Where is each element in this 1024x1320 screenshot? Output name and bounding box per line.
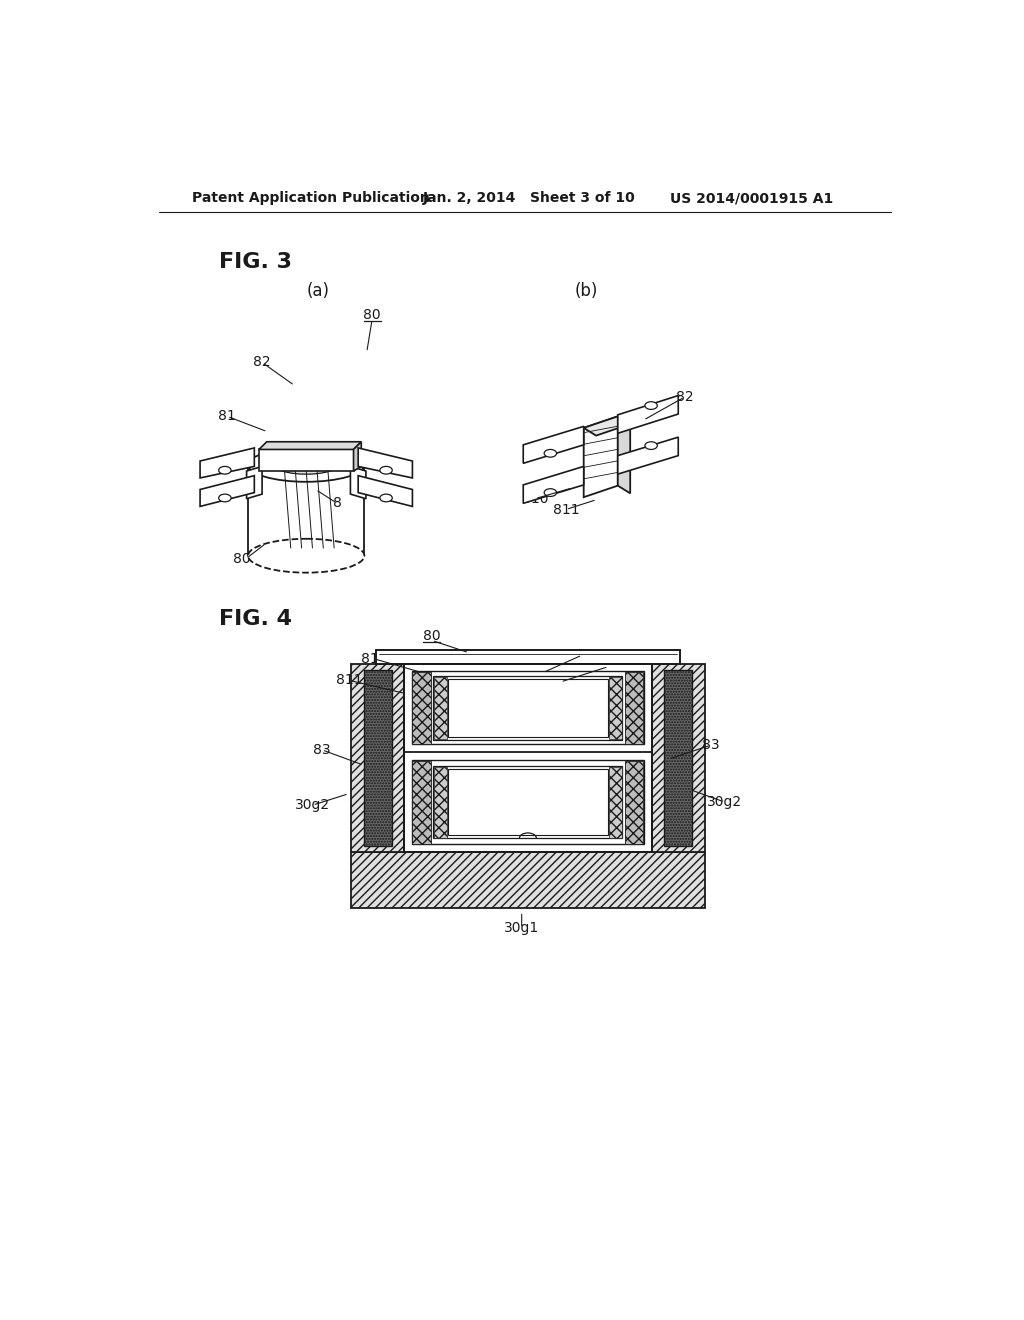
Polygon shape: [259, 442, 361, 449]
Ellipse shape: [645, 442, 657, 450]
Text: 810: 810: [361, 652, 388, 665]
Polygon shape: [617, 437, 678, 474]
Bar: [434, 767, 446, 838]
Polygon shape: [584, 416, 630, 436]
Bar: [412, 760, 644, 845]
Polygon shape: [523, 426, 584, 463]
Ellipse shape: [248, 539, 365, 573]
Text: 30g1: 30g1: [504, 921, 540, 936]
Polygon shape: [259, 449, 353, 471]
Bar: [609, 677, 622, 739]
Text: 82: 82: [253, 355, 271, 370]
Ellipse shape: [248, 447, 365, 482]
Polygon shape: [200, 475, 254, 507]
Polygon shape: [617, 396, 678, 433]
Bar: [403, 664, 652, 853]
Text: 83: 83: [313, 743, 331, 756]
Ellipse shape: [544, 449, 557, 457]
Bar: [413, 760, 431, 843]
Ellipse shape: [380, 466, 392, 474]
Polygon shape: [358, 475, 413, 507]
Text: FIG. 3: FIG. 3: [219, 252, 293, 272]
Text: 80: 80: [364, 308, 381, 322]
Polygon shape: [523, 466, 584, 503]
Text: 30g2: 30g2: [295, 799, 330, 812]
Text: 810: 810: [521, 492, 548, 506]
Bar: [625, 672, 643, 743]
Bar: [376, 649, 680, 664]
Bar: [412, 671, 644, 744]
Bar: [449, 678, 607, 737]
Text: 81: 81: [218, 409, 237, 424]
Text: 30g2: 30g2: [708, 795, 742, 809]
Bar: [433, 766, 623, 838]
Polygon shape: [247, 466, 262, 499]
Ellipse shape: [219, 494, 231, 502]
Bar: [434, 677, 446, 739]
Bar: [625, 760, 643, 843]
Text: (b): (b): [575, 282, 598, 300]
Text: Jan. 2, 2014   Sheet 3 of 10: Jan. 2, 2014 Sheet 3 of 10: [423, 191, 635, 206]
Ellipse shape: [645, 401, 657, 409]
Text: (a): (a): [306, 282, 330, 300]
Text: 811: 811: [553, 503, 580, 516]
Polygon shape: [584, 416, 617, 498]
Bar: [665, 669, 692, 846]
Text: 811: 811: [336, 673, 362, 688]
Text: 8: 8: [333, 496, 342, 511]
Text: 810: 810: [569, 648, 595, 663]
Text: 82: 82: [676, 391, 693, 404]
Polygon shape: [200, 447, 254, 478]
Text: 801: 801: [232, 552, 259, 566]
Bar: [433, 676, 623, 739]
Ellipse shape: [380, 494, 392, 502]
Polygon shape: [353, 442, 361, 471]
Text: 83: 83: [702, 738, 720, 752]
Text: Patent Application Publication: Patent Application Publication: [191, 191, 429, 206]
Ellipse shape: [219, 466, 231, 474]
Ellipse shape: [274, 455, 338, 474]
Bar: [609, 767, 622, 838]
Bar: [449, 770, 607, 836]
Ellipse shape: [544, 488, 557, 496]
Text: FIG. 4: FIG. 4: [219, 609, 293, 628]
Text: 811: 811: [595, 660, 622, 673]
Bar: [351, 853, 705, 908]
Polygon shape: [350, 466, 366, 499]
Bar: [403, 664, 652, 853]
Bar: [652, 664, 705, 853]
Polygon shape: [617, 416, 630, 494]
Text: US 2014/0001915 A1: US 2014/0001915 A1: [671, 191, 834, 206]
Text: 80: 80: [423, 628, 440, 643]
Bar: [413, 672, 431, 743]
Bar: [351, 664, 403, 853]
Polygon shape: [358, 447, 413, 478]
Bar: [364, 669, 391, 846]
